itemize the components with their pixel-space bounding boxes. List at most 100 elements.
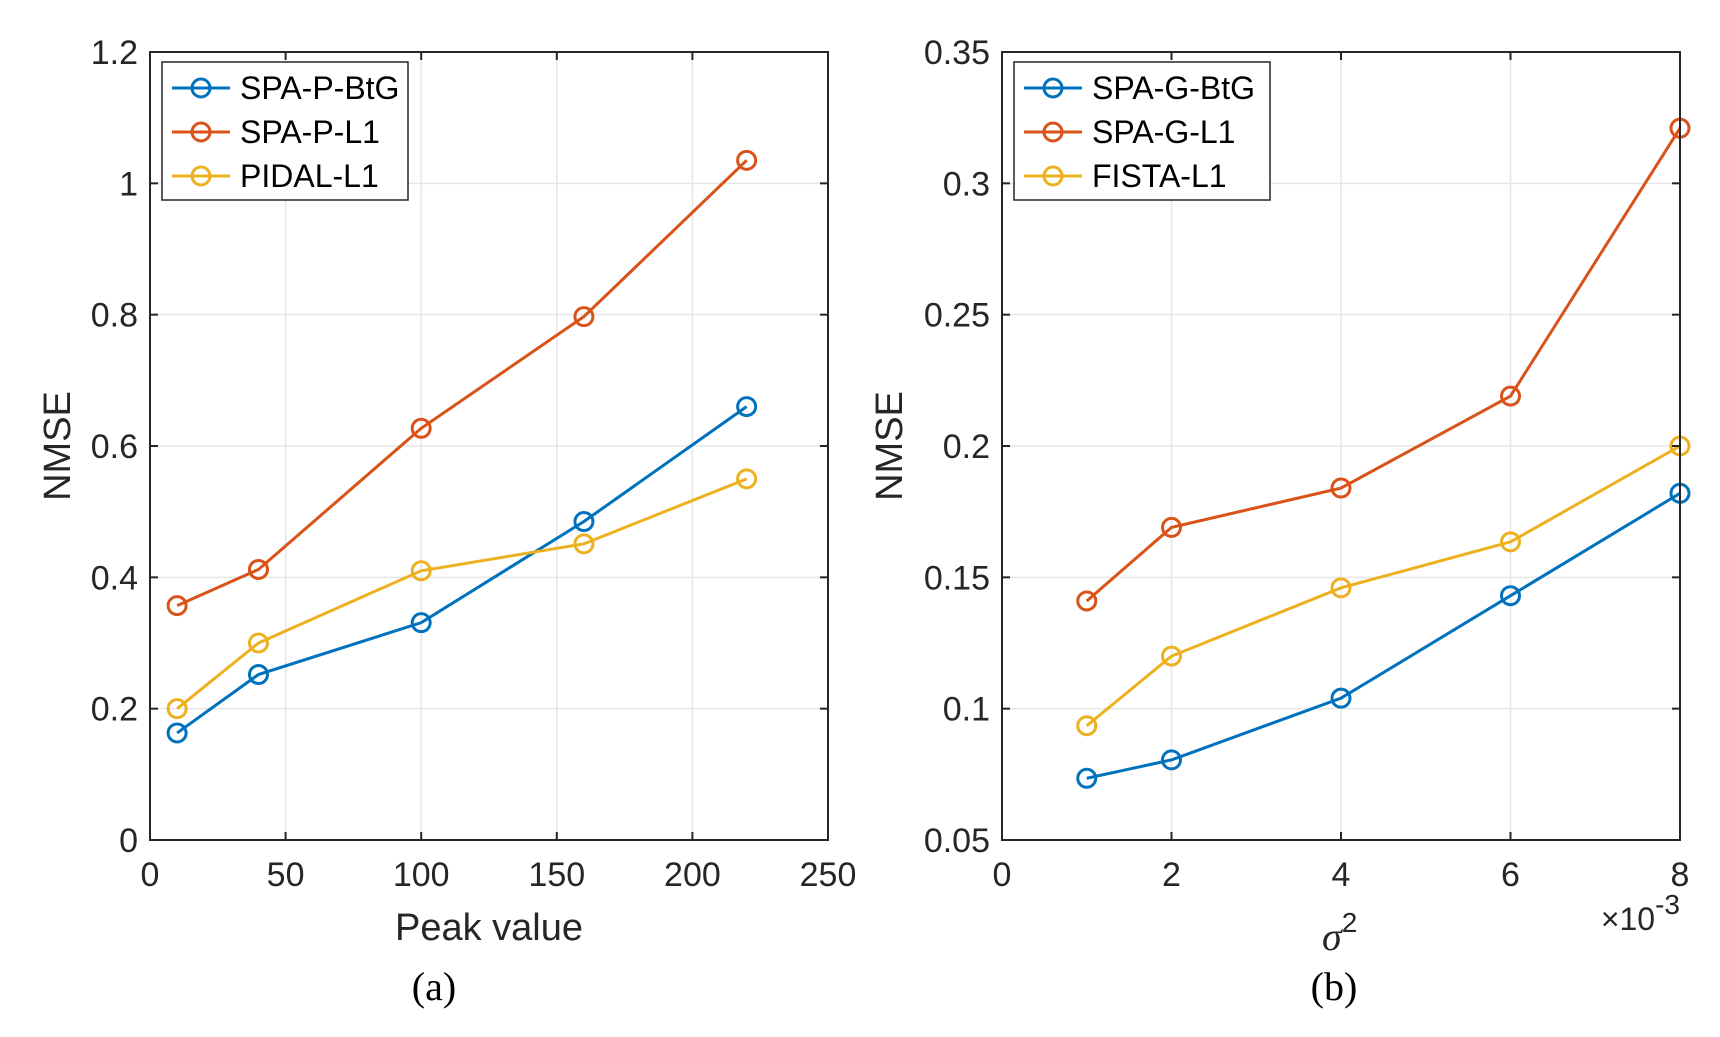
ticks-b: 0 2 4 6 8 0.05 0.1 0.15 0.2 0.25 0.3 0.35 <box>924 34 1690 894</box>
data-point <box>573 306 595 328</box>
data-point <box>1330 477 1352 499</box>
data-point <box>1076 715 1098 737</box>
data-point <box>410 560 432 582</box>
ticks-a: 0 50 100 150 200 250 0 0.2 0.4 0.6 0.8 1 1.2 <box>91 34 857 894</box>
data-point <box>410 612 432 634</box>
x-tick-label: 0 <box>993 856 1012 894</box>
data-point <box>166 698 188 720</box>
x-tick-label: 6 <box>1501 856 1520 894</box>
y-tick-label: 0.2 <box>943 428 990 466</box>
y-axis-title-a: NMSE <box>37 391 79 501</box>
legend-label: SPA-G-L1 <box>1092 114 1235 150</box>
series-spa-g-btg <box>1076 482 1691 789</box>
legend-entry: SPA-P-L1 <box>172 114 380 150</box>
legend-swatch-marker <box>1042 121 1064 143</box>
y-tick-label: 1.2 <box>91 34 138 72</box>
legend-b: SPA-G-BtG SPA-G-L1 FISTA-L1 <box>1013 61 1271 201</box>
series-spa-p-l1 <box>166 149 758 617</box>
legend-swatch-marker <box>1042 77 1064 99</box>
data-point <box>1161 749 1182 771</box>
x-axis-title-a: Peak value <box>395 907 583 949</box>
x-tick-label: 250 <box>800 856 857 894</box>
x-tick-label: 150 <box>528 856 585 894</box>
data-point <box>1330 687 1352 709</box>
legend-label: SPA-G-BtG <box>1092 70 1255 106</box>
data-point <box>1076 767 1098 789</box>
series-line <box>1086 491 1681 780</box>
x-tick-label: 50 <box>267 856 305 894</box>
legend-label: PIDAL-L1 <box>240 158 379 194</box>
y-tick-label: 0.3 <box>943 165 990 203</box>
legend-entry: SPA-G-L1 <box>1024 114 1235 150</box>
x-tick-label: 100 <box>393 856 450 894</box>
legend-entry: SPA-P-BtG <box>172 70 399 106</box>
series-line <box>176 159 748 607</box>
y-tick-label: 0.2 <box>91 691 138 729</box>
data-point <box>1500 585 1521 607</box>
series-line <box>1085 444 1681 727</box>
series-line <box>1085 127 1682 603</box>
legend-entry: FISTA-L1 <box>1024 158 1227 194</box>
x-axis-symbol-b: σ <box>1322 914 1343 959</box>
y-axis-title-b: NMSE <box>869 391 911 501</box>
y-tick-label: 0 <box>119 822 138 860</box>
data-point <box>1161 516 1182 538</box>
x-exponent-power-b: -3 <box>1655 889 1680 920</box>
legend-a: SPA-P-BtG SPA-P-L1 PIDAL-L1 <box>161 61 409 201</box>
series-spa-p-btg <box>166 396 758 744</box>
x-tick-label: 2 <box>1162 856 1181 894</box>
y-tick-label: 1 <box>119 165 138 203</box>
data-point <box>736 149 758 171</box>
data-point <box>1500 385 1521 407</box>
series-b <box>1076 117 1691 789</box>
data-point <box>573 511 595 533</box>
data-point <box>736 468 758 490</box>
legend-label: SPA-P-BtG <box>240 70 399 106</box>
series-line <box>176 477 748 710</box>
data-point <box>410 417 432 439</box>
legend-label: FISTA-L1 <box>1092 158 1227 194</box>
x-exponent-b: ×10-3 <box>1601 889 1680 937</box>
data-point <box>1330 577 1352 599</box>
panel-a: 0 50 100 150 200 250 0 0.2 0.4 0.6 0.8 1 1.2 Peak va… <box>37 34 856 1009</box>
x-exponent-prefix-b: ×10 <box>1601 901 1655 937</box>
series-a <box>166 149 758 744</box>
y-tick-label: 0.25 <box>924 297 990 335</box>
legend-swatch-marker <box>190 165 212 187</box>
data-point <box>1161 645 1182 667</box>
data-point <box>736 396 758 418</box>
legend-label: SPA-P-L1 <box>240 114 380 150</box>
series-fista-l1 <box>1076 435 1691 737</box>
y-tick-label: 0.05 <box>924 822 990 860</box>
x-tick-label: 4 <box>1332 856 1351 894</box>
panel-label-b: (b) <box>1311 964 1358 1009</box>
data-point <box>573 533 595 555</box>
x-tick-label: 8 <box>1671 856 1690 894</box>
series-line <box>176 405 748 735</box>
data-point <box>166 595 188 617</box>
data-point <box>247 632 269 654</box>
panel-b: 0 2 4 6 80.050.10.150.20.250.30.35 σ2 ×10-3 … <box>869 34 1691 1009</box>
data-point <box>1076 590 1098 612</box>
data-point <box>1500 531 1521 553</box>
panel-label-a: (a) <box>412 964 456 1009</box>
data-point <box>247 558 269 580</box>
legend-swatch-marker <box>190 77 212 99</box>
x-tick-label: 0 <box>141 856 160 894</box>
x-tick-label: 200 <box>664 856 721 894</box>
y-tick-label: 0.35 <box>924 34 990 72</box>
x-axis-title-b: σ2 <box>1322 907 1357 959</box>
y-tick-label: 0.6 <box>91 428 138 466</box>
y-tick-label: 0.8 <box>91 297 138 335</box>
series-pidal-l1 <box>166 468 758 720</box>
y-tick-label: 0.1 <box>943 691 990 729</box>
legend-entry: SPA-G-BtG <box>1024 70 1255 106</box>
y-tick-label: 0.4 <box>91 559 138 597</box>
legend-swatch-marker <box>190 121 212 143</box>
legend-entry: PIDAL-L1 <box>172 158 379 194</box>
data-point <box>247 664 269 686</box>
y-tick-label: 0.15 <box>924 559 990 597</box>
legend-swatch-marker <box>1042 165 1064 187</box>
x-axis-superscript-b: 2 <box>1342 907 1358 938</box>
